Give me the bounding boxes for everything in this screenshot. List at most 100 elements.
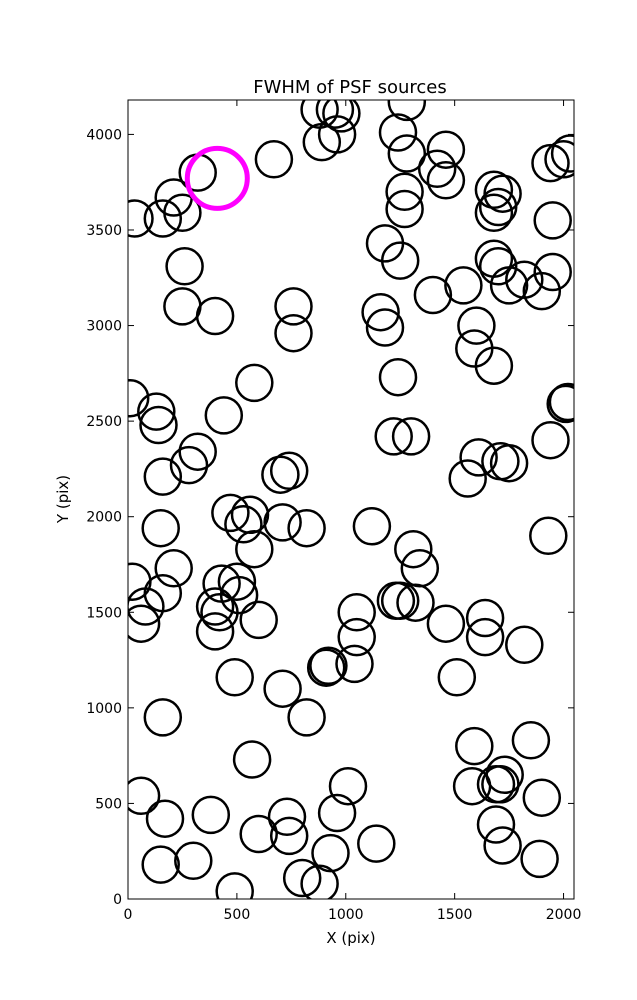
data-point: [282, 858, 322, 898]
data-point: [154, 549, 193, 588]
data-point: [195, 612, 235, 651]
data-point: [426, 161, 466, 200]
data-point: [337, 617, 376, 657]
data-point: [322, 100, 361, 133]
data-point: [263, 669, 302, 708]
data-point: [287, 508, 326, 548]
data-point: [546, 384, 574, 424]
data-point: [269, 451, 309, 491]
data-point: [141, 845, 180, 884]
data-point: [352, 507, 392, 546]
data-point: [163, 287, 202, 326]
y-tick-label: 1000: [86, 701, 122, 717]
data-point: [254, 140, 294, 179]
y-axis-label: Y (pix): [54, 475, 72, 524]
data-point: [128, 378, 150, 418]
data-point: [548, 382, 574, 422]
data-point: [191, 795, 231, 835]
data-point: [481, 765, 520, 804]
y-tick-label: 3000: [86, 319, 122, 335]
data-point: [474, 170, 514, 210]
data-point: [232, 740, 272, 779]
data-point: [474, 193, 514, 233]
data-point: [550, 134, 574, 173]
data-point: [195, 587, 235, 626]
data-point: [426, 130, 466, 169]
axis-ticks: 0 500 1000 1500 2000 0 500 1000 1500 2000 2500 3000…: [86, 100, 581, 923]
data-point: [169, 445, 209, 485]
y-tick-label: 1500: [86, 605, 122, 621]
data-point: [478, 247, 518, 286]
data-point: [380, 581, 420, 621]
data-point: [163, 193, 202, 233]
x-tick-label: 0: [124, 907, 133, 923]
data-point: [306, 648, 346, 687]
data-point: [274, 313, 313, 353]
x-tick-label: 1000: [328, 907, 364, 923]
data-point: [465, 617, 505, 657]
data-point: [337, 593, 376, 632]
data-point: [128, 199, 154, 238]
data-point: [311, 833, 350, 873]
data-point: [489, 443, 529, 483]
y-tick-label: 4000: [86, 127, 122, 143]
data-point: [317, 115, 357, 154]
data-point: [378, 113, 418, 152]
data-point: [444, 266, 483, 305]
data-point: [215, 872, 254, 899]
x-tick-label: 1500: [437, 907, 473, 923]
data-point: [143, 457, 183, 496]
data-point: [328, 766, 368, 806]
data-point: [274, 287, 313, 326]
data-point: [448, 459, 487, 498]
x-tick-label: 500: [224, 907, 251, 923]
data-point: [300, 864, 339, 899]
data-point: [413, 275, 453, 315]
data-point: [143, 573, 183, 613]
plot-frame: [127, 99, 575, 900]
data-point: [544, 140, 574, 179]
data-point: [361, 292, 400, 332]
data-point: [394, 529, 433, 569]
data-point: [533, 252, 572, 292]
data-point: [511, 721, 551, 760]
data-point: [531, 420, 570, 460]
data-point: [137, 392, 176, 431]
data-point: [465, 598, 505, 638]
data-point: [378, 357, 418, 397]
data-point: [522, 778, 562, 817]
y-tick-label: 2000: [86, 510, 122, 526]
data-point: [269, 816, 309, 856]
data-point: [380, 241, 420, 280]
data-point: [143, 199, 183, 238]
data-point: [437, 658, 477, 697]
data-point: [239, 814, 278, 854]
data-point: [174, 841, 213, 881]
data-point: [417, 149, 457, 189]
data-point: [128, 604, 161, 643]
data-point: [374, 417, 413, 456]
y-tick-label: 2500: [86, 414, 122, 430]
data-point: [365, 308, 405, 347]
data-point: [211, 493, 250, 533]
data-point: [391, 417, 431, 456]
data-point: [476, 805, 516, 844]
data-point: [489, 266, 529, 305]
x-tick-label: 2000: [546, 907, 582, 923]
y-tick-label: 0: [113, 892, 122, 908]
data-point: [235, 363, 274, 403]
data-point: [230, 495, 270, 535]
data-point: [505, 625, 544, 665]
data-point: [483, 826, 522, 865]
data-point: [522, 271, 562, 311]
data-point: [141, 508, 180, 548]
data-point: [139, 405, 178, 445]
data-point: [235, 529, 274, 569]
data-point: [178, 432, 217, 471]
marker-layer: [128, 100, 574, 899]
data-point: [261, 455, 300, 494]
data-point: [400, 549, 440, 588]
data-point: [387, 100, 427, 122]
data-point: [357, 824, 396, 863]
data-point: [145, 799, 185, 838]
